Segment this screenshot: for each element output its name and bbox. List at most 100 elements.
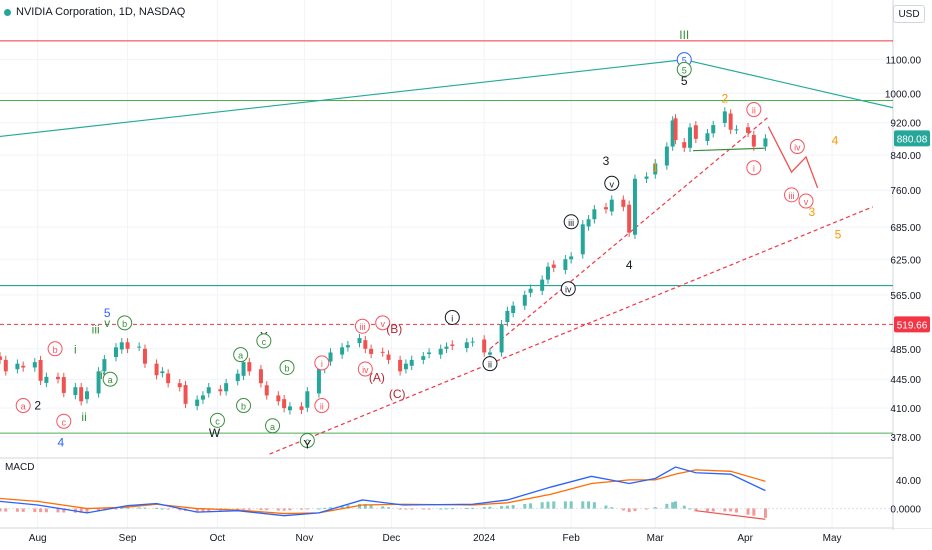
wave-label-circle (676, 61, 692, 77)
macd-histogram-bar (398, 508, 402, 510)
divergence-line (695, 510, 766, 520)
wave-label: a (238, 351, 243, 361)
wave-label: c (305, 437, 310, 447)
candle (183, 385, 188, 404)
candle (522, 294, 527, 306)
macd-histogram-bar (465, 507, 469, 509)
candle (102, 359, 107, 372)
macd-histogram-bar (207, 508, 211, 512)
candle (444, 346, 449, 349)
candle (276, 395, 281, 402)
candle (305, 391, 310, 408)
macd-histogram-bar (276, 508, 280, 511)
candle (21, 365, 26, 368)
wave-label: iv (362, 365, 369, 375)
candle (670, 120, 675, 147)
wave-label-circle (236, 398, 252, 414)
macd-histogram-bar (592, 502, 596, 509)
macd-line (0, 466, 766, 517)
macd-histogram-bar (427, 508, 431, 510)
candle (160, 371, 165, 374)
wave-label: a (270, 422, 275, 432)
macd-histogram-bar (97, 508, 101, 512)
candle (632, 178, 637, 235)
candle (113, 347, 118, 358)
market-status-dot (4, 8, 11, 16)
wave-label: i (753, 164, 755, 174)
candle (137, 346, 142, 348)
macd-histogram-bar (120, 507, 124, 509)
wave-label-circle (354, 318, 370, 334)
wave-label: c (62, 417, 67, 427)
candle (734, 129, 739, 131)
last-price-badge-text: 880.08 (897, 134, 928, 145)
horizontal-levels (0, 40, 893, 434)
wave-label-circle (784, 187, 800, 203)
wave-label: v (610, 179, 615, 189)
candle (119, 342, 124, 350)
macd-histogram-bar (126, 507, 130, 509)
wave-label: 3 (808, 205, 815, 219)
time-tick-label: Nov (296, 533, 314, 544)
candle (316, 369, 321, 394)
macd-histogram-bar (752, 508, 756, 516)
wave-label: b (241, 402, 246, 412)
macd-histogram-bar (288, 508, 292, 511)
candle (195, 399, 200, 406)
signal-line (0, 469, 766, 515)
macd-histogram-bar (155, 507, 159, 509)
macd-histogram-bar (236, 508, 240, 510)
wave-label-circle (746, 160, 762, 176)
price-tick-label: 625.00 (890, 255, 921, 266)
candle (722, 111, 727, 123)
macd-histogram-bar (604, 505, 608, 509)
wave-label-circle (209, 412, 225, 428)
macd-histogram-bar (44, 508, 48, 513)
macd-histogram-bar (160, 508, 164, 510)
macd-histogram-bar (114, 508, 118, 510)
macd-histogram-bar (529, 503, 533, 509)
price-tick-label: 445.00 (890, 375, 921, 386)
wave-label-circle (798, 193, 814, 209)
candle (482, 339, 487, 353)
candle (177, 383, 182, 388)
wave-label: i (74, 343, 77, 357)
wave-label: iii (359, 322, 365, 332)
macd-histogram-bar (450, 508, 454, 510)
candle (403, 363, 408, 370)
time-tick-label: Apr (737, 533, 753, 544)
wave-label-circle (604, 175, 620, 191)
last-price-badge (894, 130, 930, 147)
candle (200, 395, 205, 400)
macd-histogram-bar (166, 508, 170, 510)
wave-label: 1 (652, 161, 659, 175)
candle (621, 199, 626, 207)
macd-histogram-bar (143, 507, 147, 509)
trendlines (0, 59, 894, 455)
macd-histogram-bar (581, 501, 585, 509)
candle (499, 324, 504, 353)
currency-button[interactable]: USD (893, 5, 925, 23)
candle (409, 359, 414, 366)
candle (380, 351, 385, 353)
macd-histogram-bar (201, 508, 205, 512)
price-tick-label: 840.00 (890, 151, 921, 162)
macd-histogram-bar (671, 502, 675, 509)
candle (258, 369, 263, 384)
macd-histogram-bar (488, 506, 492, 509)
candle (0, 356, 2, 360)
candle (299, 406, 304, 410)
wave-label: i (321, 359, 323, 369)
macd-tick-label: 40.00 (896, 476, 921, 487)
wave-label: 4 (832, 133, 839, 147)
time-tick-label: Feb (563, 533, 581, 544)
macd-histogram-bar (763, 508, 767, 518)
wave-label: 3 (603, 154, 610, 168)
candle (688, 127, 693, 148)
time-tick-label: Sep (119, 533, 137, 544)
candle (586, 219, 591, 227)
candle (340, 347, 345, 355)
candle (282, 399, 287, 409)
chart-title[interactable]: NVIDIA Corporation, 1D, NASDAQ (4, 6, 185, 18)
